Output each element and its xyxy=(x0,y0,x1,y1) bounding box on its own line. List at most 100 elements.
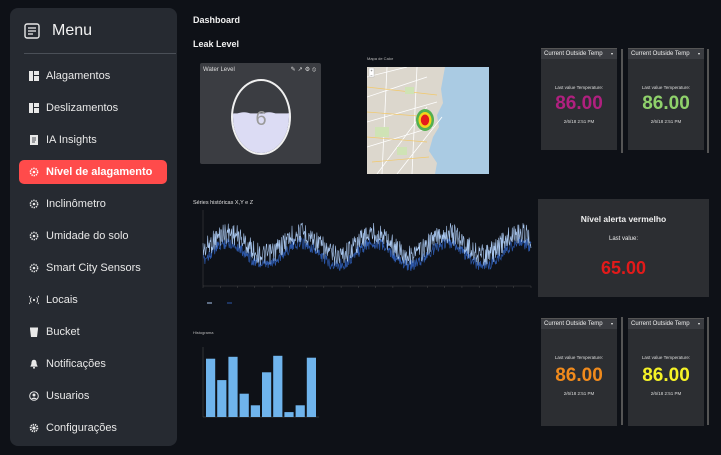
bar xyxy=(262,372,272,417)
water-level-value: 6 xyxy=(255,108,266,130)
water-level-label: Water Level xyxy=(203,67,235,73)
temp-card-header[interactable]: Current Outside Temp ▾ xyxy=(628,319,704,329)
document-icon xyxy=(29,135,39,145)
chevron-down-icon: ▾ xyxy=(610,321,613,326)
sensor-gear-icon xyxy=(29,263,39,273)
temp-card-value: 86.00 xyxy=(555,365,603,386)
alert-subtitle: Last value: xyxy=(608,236,639,242)
sidebar-item-label: IA Insights xyxy=(46,134,97,146)
temp-card-header[interactable]: Current Outside Temp ▾ xyxy=(628,49,704,59)
broadcast-icon xyxy=(29,295,39,305)
alert-value: 65.00 xyxy=(600,258,647,278)
temp-card-subtitle: Last value Temperature: xyxy=(554,85,604,90)
alert-title: Nível alerta vermelho xyxy=(580,214,667,224)
sensor-gear-icon xyxy=(29,167,39,177)
heat-map[interactable]: + − xyxy=(367,67,489,174)
bar-chart-title: Histograma xyxy=(193,330,214,335)
temp-card-timestamp: 2/6/18 2:51 PM xyxy=(650,391,682,396)
bar xyxy=(250,405,260,417)
temp-card: Current Outside Temp ▾ Last value Tempera… xyxy=(628,318,704,426)
temp-card-value: 86.00 xyxy=(642,365,690,386)
bar xyxy=(295,405,305,417)
map-zoom-controls[interactable] xyxy=(368,67,375,78)
sidebar-item-ia-insights[interactable]: IA Insights xyxy=(19,128,167,152)
sidebar-item-notificacoes[interactable]: Notificações xyxy=(19,352,167,376)
temp-card-value: 86.00 xyxy=(555,93,603,114)
sidebar-item-label: Locais xyxy=(46,294,78,306)
sidebar-item-locais[interactable]: Locais xyxy=(19,288,167,312)
temp-card-value: 86.00 xyxy=(642,93,690,114)
bar xyxy=(217,380,227,417)
temp-card: Current Outside Temp ▾ Last value Tempera… xyxy=(541,48,617,150)
temp-card-subtitle: Last value Temperature: xyxy=(641,355,691,360)
card-separator xyxy=(707,317,709,425)
sidebar-item-label: Nível de alagamento xyxy=(46,166,153,178)
sidebar-item-inclinometro[interactable]: Inclinômetro xyxy=(19,192,167,216)
sidebar-item-label: Usuarios xyxy=(46,390,90,402)
sidebar-item-alagamentos[interactable]: Alagamentos xyxy=(19,64,167,88)
sidebar-item-label: Deslizamentos xyxy=(46,102,119,114)
card-separator xyxy=(707,49,709,153)
bar xyxy=(284,412,294,417)
series-axis-ticks xyxy=(202,286,532,288)
water-wave xyxy=(233,112,289,118)
temp-card-timestamp: 2/6/18 2:51 PM xyxy=(650,119,682,124)
sidebar-item-label: Umidade do solo xyxy=(46,230,129,242)
map-title: Mapa de Calor xyxy=(367,56,394,61)
sidebar-item-label: Bucket xyxy=(46,326,80,338)
gear-icon xyxy=(29,423,39,433)
map-graphic: + − xyxy=(367,67,489,174)
series-chart xyxy=(202,210,532,304)
bar xyxy=(273,355,283,417)
menu-header: Menu xyxy=(24,22,176,54)
page-title: Dashboard xyxy=(193,15,241,25)
sensor-gear-icon xyxy=(29,231,39,241)
sidebar-item-label: Configurações xyxy=(46,422,117,434)
section-title: Leak Level xyxy=(193,39,240,49)
temp-card-timestamp: 2/6/18 2:51 PM xyxy=(563,119,595,124)
dashboard-grid-icon xyxy=(29,103,39,113)
dashboard-grid-icon xyxy=(29,71,39,81)
sidebar-item-deslizamentos[interactable]: Deslizamentos xyxy=(19,96,167,120)
svg-text:+: + xyxy=(370,68,373,73)
sidebar: Menu Alagamentos Deslizamentos IA Insights… xyxy=(10,8,177,446)
sidebar-item-label: Inclinômetro xyxy=(46,198,106,210)
menu-title: Menu xyxy=(52,22,93,39)
sidebar-item-label: Alagamentos xyxy=(46,70,111,82)
temp-card: Current Outside Temp ▾ Last value Tempera… xyxy=(628,48,704,150)
temp-card-header[interactable]: Current Outside Temp ▾ xyxy=(541,49,617,59)
chevron-down-icon: ▾ xyxy=(610,51,613,56)
card-separator xyxy=(621,49,623,153)
sidebar-item-nivel-de-alagamento[interactable]: Nível de alagamento xyxy=(19,160,167,184)
chevron-down-icon: ▾ xyxy=(697,51,700,56)
water-level-panel: Water Level ✎↗⚙⦸ 6 xyxy=(200,63,321,164)
sensor-gear-icon xyxy=(29,199,39,209)
series-chart-title: Séries históricas X,Y e Z xyxy=(193,200,254,206)
card-separator xyxy=(621,317,623,425)
sidebar-item-bucket[interactable]: Bucket xyxy=(19,320,167,344)
bucket-icon xyxy=(29,327,39,337)
temp-card-header[interactable]: Current Outside Temp ▾ xyxy=(541,319,617,329)
chevron-down-icon: ▾ xyxy=(697,321,700,326)
sidebar-item-label: Smart City Sensors xyxy=(46,262,141,274)
water-gauge: 6 xyxy=(231,79,291,155)
menu-list-icon xyxy=(24,23,40,39)
sidebar-item-smart-city-sensors[interactable]: Smart City Sensors xyxy=(19,256,167,280)
bar xyxy=(306,357,316,417)
user-circle-icon xyxy=(29,391,39,401)
temp-card-subtitle: Last value Temperature: xyxy=(641,85,691,90)
sidebar-item-umidade-do-solo[interactable]: Umidade do solo xyxy=(19,224,167,248)
temp-card-timestamp: 2/6/18 2:51 PM xyxy=(563,391,595,396)
panel-tools-icons[interactable]: ✎↗⚙⦸ xyxy=(290,67,318,73)
sidebar-item-usuarios[interactable]: Usuarios xyxy=(19,384,167,408)
sea-area xyxy=(429,67,489,174)
svg-text:−: − xyxy=(370,73,373,78)
bar xyxy=(228,356,238,417)
temp-card: Current Outside Temp ▾ Last value Tempera… xyxy=(541,318,617,426)
bar xyxy=(206,358,216,417)
bar xyxy=(239,393,249,417)
sidebar-item-label: Notificações xyxy=(46,358,106,370)
bar-chart xyxy=(202,347,319,418)
sidebar-item-configuracoes[interactable]: Configurações xyxy=(19,416,167,440)
temp-card-subtitle: Last value Temperature: xyxy=(554,355,604,360)
